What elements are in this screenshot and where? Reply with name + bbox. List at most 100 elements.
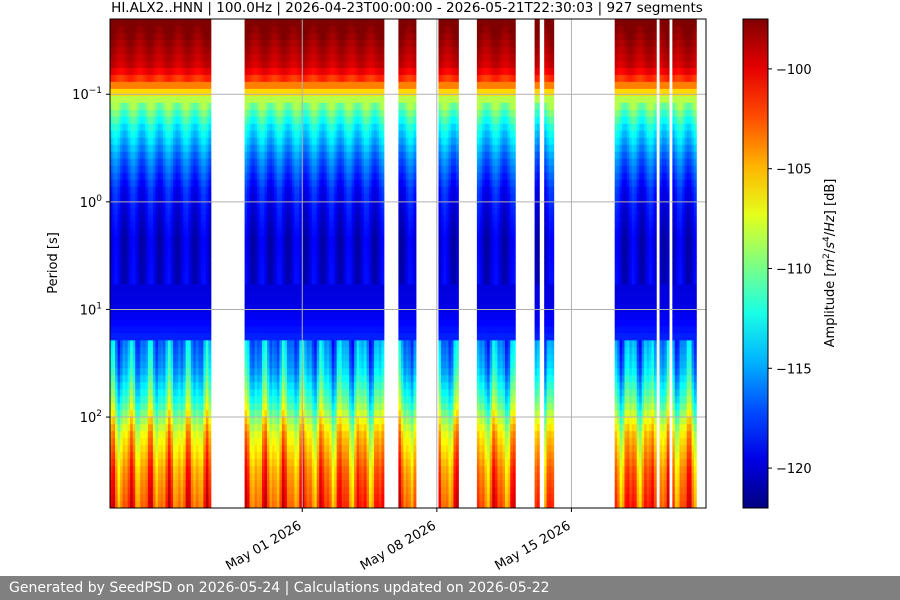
spectrogram-cell xyxy=(301,214,305,222)
spectrogram-cell xyxy=(311,81,315,90)
spectrogram-cell xyxy=(254,74,258,83)
spectrogram-cell xyxy=(165,25,169,34)
spectrogram-cell xyxy=(115,319,118,327)
spectrogram-cell xyxy=(254,382,258,390)
spectrogram-cell xyxy=(122,277,126,285)
spectrogram-cell xyxy=(257,172,260,181)
spectrogram-cell xyxy=(301,277,305,285)
spectrogram-cell xyxy=(157,116,161,125)
spectrogram-cell xyxy=(296,487,300,495)
spectrogram-cell xyxy=(296,396,300,404)
spectrogram-cell xyxy=(135,186,139,195)
spectrogram-cell xyxy=(316,382,320,390)
spectrogram-cell xyxy=(284,151,288,160)
spectrogram-cell xyxy=(145,277,149,285)
spectrogram-cell xyxy=(200,375,204,383)
spectrogram-cell xyxy=(160,312,164,320)
spectrogram-cell xyxy=(314,501,318,508)
spectrogram-cell xyxy=(183,207,187,215)
spectrogram-cell xyxy=(132,53,136,62)
spectrogram-cell xyxy=(130,25,134,34)
spectrogram-cell xyxy=(266,109,270,118)
spectrogram-cell xyxy=(150,270,154,278)
spectrogram-cell xyxy=(249,186,253,195)
spectrogram-cell xyxy=(150,473,154,481)
spectrogram-cell xyxy=(289,284,293,292)
spectrogram-cell xyxy=(175,102,179,111)
spectrogram-cell xyxy=(145,270,149,278)
spectrogram-cell xyxy=(152,487,156,495)
spectrogram-cell xyxy=(286,88,290,97)
spectrogram-cell xyxy=(198,424,202,432)
spectrogram-cell xyxy=(147,60,151,69)
spectrogram-cell xyxy=(198,459,202,467)
spectrogram-cell xyxy=(173,256,176,264)
spectrogram-cell xyxy=(132,410,136,418)
spectrogram-cell xyxy=(160,123,164,132)
spectrogram-cell xyxy=(127,151,131,160)
spectrogram-cell xyxy=(140,431,144,439)
spectrogram-cell xyxy=(249,445,253,453)
spectrogram-cell xyxy=(157,361,161,369)
spectrogram-cell xyxy=(247,179,250,188)
spectrogram-cell xyxy=(130,53,134,62)
spectrogram-cell xyxy=(276,179,280,188)
spectrogram-cell xyxy=(208,179,212,188)
spectrogram-cell xyxy=(274,151,278,160)
spectrogram-cell xyxy=(180,137,184,146)
spectrogram-cell xyxy=(289,53,293,62)
spectrogram-cell xyxy=(257,46,260,55)
spectrogram-cell xyxy=(262,81,265,90)
spectrogram-cell xyxy=(279,60,283,69)
spectrogram-cell xyxy=(115,298,118,306)
spectrogram-cell xyxy=(259,452,263,460)
spectrogram-cell xyxy=(110,361,113,369)
spectrogram-cell xyxy=(170,431,174,439)
spectrogram-cell xyxy=(132,312,136,320)
spectrogram-cell xyxy=(249,284,253,292)
spectrogram-cell xyxy=(301,74,305,83)
spectrogram-cell xyxy=(142,151,146,160)
spectrogram-cell xyxy=(127,382,131,390)
spectrogram-cell xyxy=(252,88,255,97)
spectrogram-cell xyxy=(274,410,278,418)
spectrogram-cell xyxy=(127,410,131,418)
spectrogram-cell xyxy=(173,186,176,195)
spectrogram-cell xyxy=(168,347,171,355)
spectrogram-cell xyxy=(259,284,263,292)
spectrogram-cell xyxy=(183,144,187,153)
spectrogram-cell xyxy=(157,109,161,118)
spectrogram-cell xyxy=(178,361,182,369)
spectrogram-cell xyxy=(252,459,255,467)
spectrogram-cell xyxy=(252,298,255,306)
spectrogram-cell xyxy=(152,144,156,153)
spectrogram-cell xyxy=(170,228,174,236)
spectrogram-cell xyxy=(135,368,139,376)
spectrogram-cell xyxy=(115,25,118,34)
spectrogram-cell xyxy=(142,403,146,411)
spectrogram-cell xyxy=(208,424,212,432)
spectrogram-cell xyxy=(276,298,280,306)
spectrogram-cell xyxy=(249,347,253,355)
spectrogram-cell xyxy=(249,494,253,502)
spectrogram-cell xyxy=(137,39,141,48)
spectrogram-cell xyxy=(157,291,161,299)
spectrogram-cell xyxy=(168,298,171,306)
spectrogram-cell xyxy=(284,466,288,474)
spectrogram-cell xyxy=(276,221,280,229)
spectrogram-cell xyxy=(301,81,305,90)
spectrogram-cell xyxy=(208,172,212,181)
spectrogram-cell xyxy=(198,109,202,118)
spectrogram-cell xyxy=(198,242,202,250)
spectrogram-cell xyxy=(286,60,290,69)
spectrogram-cell xyxy=(132,151,136,160)
spectrogram-cell xyxy=(150,298,154,306)
spectrogram-cell xyxy=(137,25,141,34)
spectrogram-cell xyxy=(291,347,295,355)
spectrogram-cell xyxy=(271,46,275,55)
spectrogram-cell xyxy=(117,95,121,104)
spectrogram-cell xyxy=(173,459,176,467)
spectrogram-cell xyxy=(281,354,285,362)
spectrogram-cell xyxy=(203,81,207,90)
spectrogram-cell xyxy=(160,46,164,55)
